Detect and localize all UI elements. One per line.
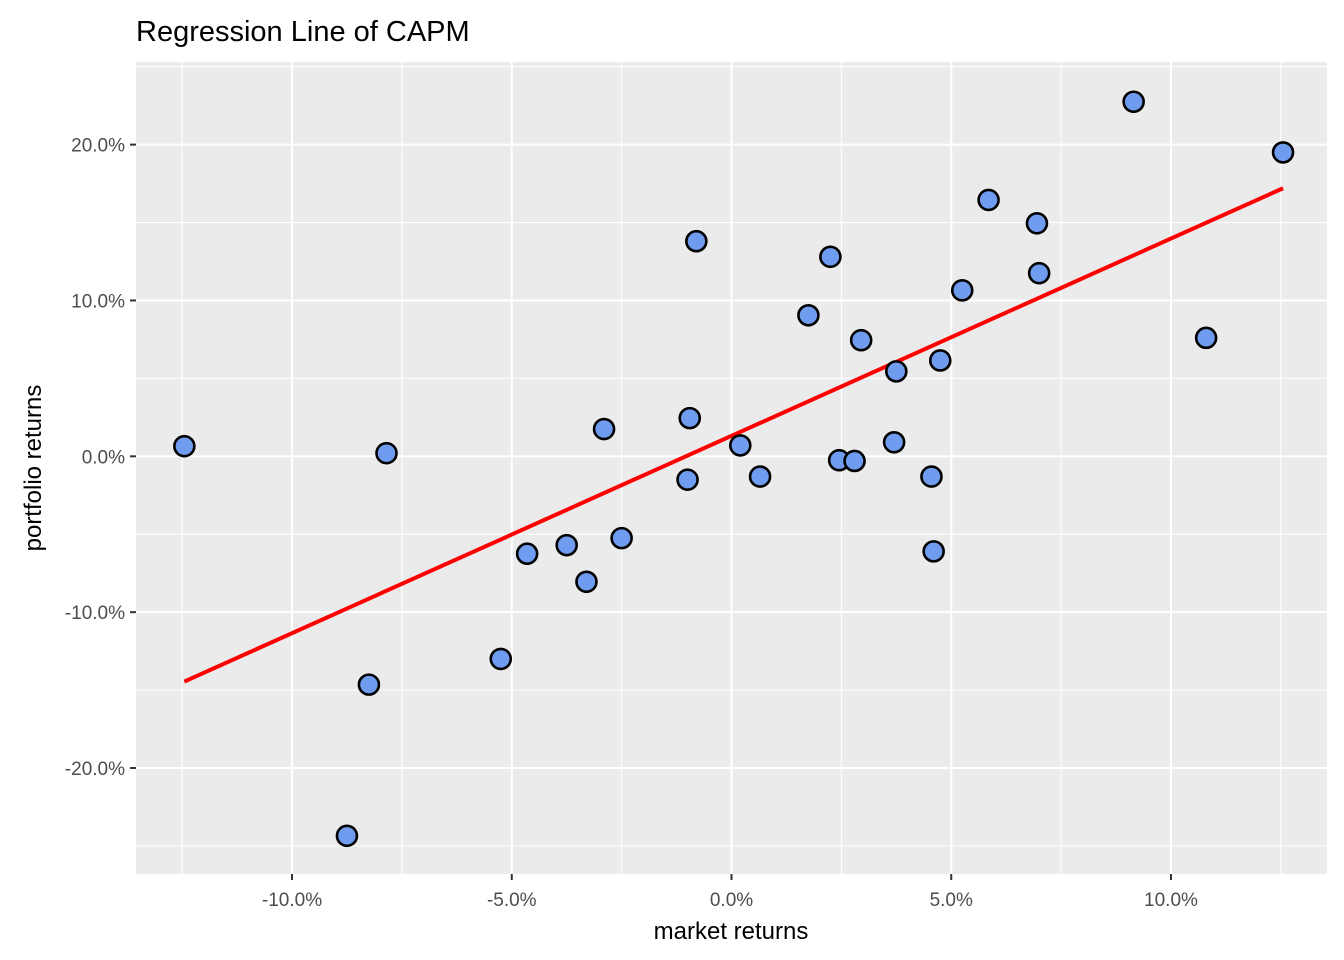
y-tick-label: 20.0%	[71, 136, 125, 157]
y-tick-label: 0.0%	[82, 447, 125, 468]
x-tick-label: 10.0%	[1144, 890, 1198, 911]
y-tick-label: 10.0%	[71, 291, 125, 312]
x-tick-label: 5.0%	[930, 890, 973, 911]
x-tick-label: -10.0%	[262, 890, 322, 911]
data-point	[375, 441, 398, 465]
data-point	[1025, 212, 1049, 235]
data-point	[173, 434, 196, 458]
data-point	[515, 542, 539, 566]
data-point	[610, 526, 633, 550]
x-tick-label: -5.0%	[487, 890, 537, 911]
y-axis-title: portfolio returns	[20, 385, 47, 552]
x-tick-label: 0.0%	[710, 890, 753, 911]
data-point	[676, 468, 699, 491]
regression-line	[183, 186, 1284, 684]
data-point	[335, 824, 359, 848]
data-point	[977, 188, 1000, 212]
data-point	[885, 360, 908, 383]
data-point	[1194, 326, 1218, 350]
data-point	[592, 417, 616, 441]
data-point	[489, 647, 513, 671]
tick-labels: -10.0% -5.0% 0.0% 5.0% 10.0% -20.0% -10.0% 0.0%…	[65, 136, 1198, 911]
data-point	[1122, 90, 1145, 114]
data-point	[1027, 261, 1051, 285]
data-point	[748, 465, 772, 488]
x-axis-title: market returns	[654, 918, 809, 945]
data-point	[685, 229, 708, 253]
y-tick-label: -20.0%	[65, 759, 125, 780]
chart-title: Regression Line of CAPM	[136, 16, 470, 48]
axis-ticks	[130, 143, 1172, 880]
data-point	[357, 673, 381, 696]
regression-line-group	[183, 186, 1284, 684]
data-point	[575, 570, 598, 594]
data-point	[843, 449, 866, 473]
data-point	[922, 540, 945, 563]
data-point	[797, 303, 820, 327]
data-point	[849, 328, 873, 352]
data-point	[555, 533, 578, 557]
data-points	[173, 90, 1295, 848]
data-point	[920, 465, 943, 488]
data-point	[728, 434, 752, 457]
data-point	[819, 245, 842, 269]
data-point	[950, 279, 974, 302]
data-point	[678, 406, 702, 430]
data-point	[1271, 141, 1295, 164]
y-tick-label: -10.0%	[65, 603, 125, 624]
major-gridlines	[136, 62, 1327, 874]
data-point	[882, 430, 906, 454]
data-point	[928, 349, 952, 372]
